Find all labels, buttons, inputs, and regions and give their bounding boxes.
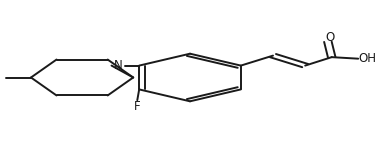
Text: F: F: [134, 100, 141, 113]
Text: OH: OH: [359, 52, 377, 65]
Text: O: O: [325, 31, 334, 44]
Text: N: N: [114, 59, 123, 72]
